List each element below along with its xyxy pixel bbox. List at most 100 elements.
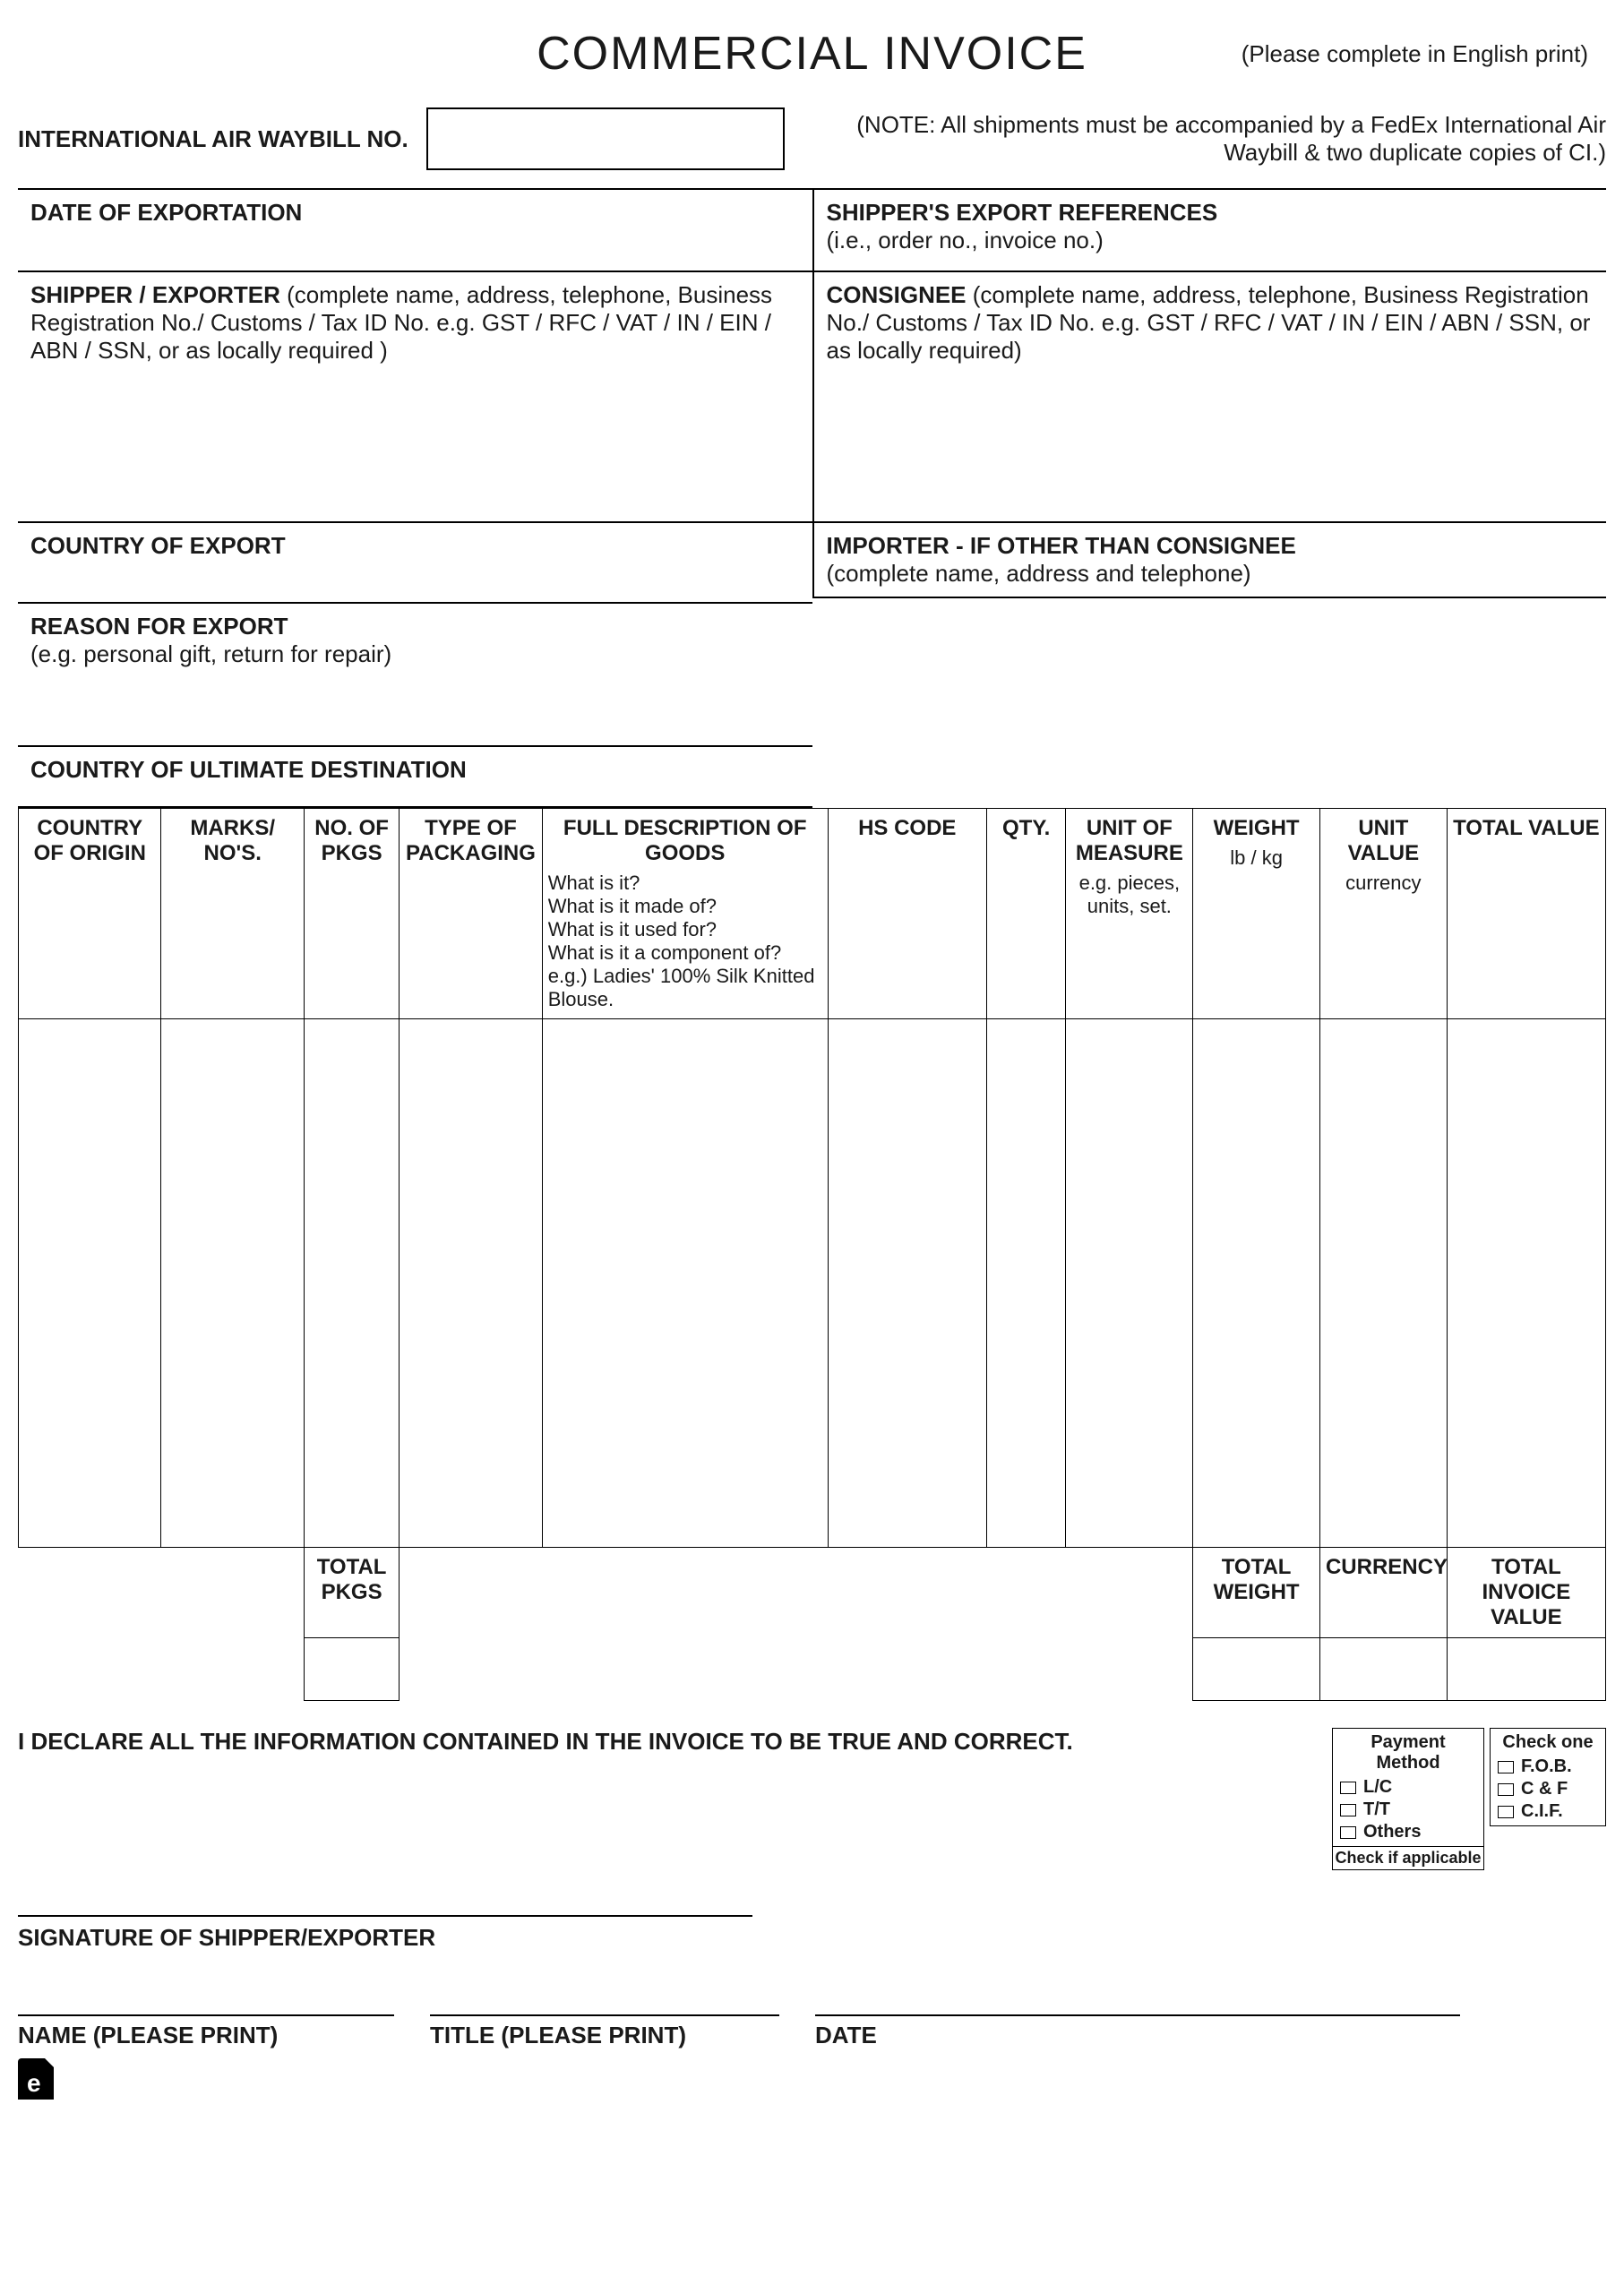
ref-sub: (i.e., order no., invoice no.) [827, 227, 1104, 253]
blank [19, 1548, 305, 1638]
cell-total-value[interactable] [1447, 1019, 1605, 1548]
checkbox-icon[interactable] [1340, 1826, 1356, 1839]
checkbox-icon[interactable] [1340, 1782, 1356, 1794]
unitval-sub: currency [1326, 872, 1441, 895]
cell-reason[interactable]: REASON FOR EXPORT (e.g. personal gift, r… [18, 602, 812, 745]
shipper-label: SHIPPER / EXPORTER [30, 281, 280, 308]
cell-uom[interactable] [1066, 1019, 1193, 1548]
total-pkgs-label: TOTAL PKGS [304, 1548, 399, 1638]
signature-fields: NAME (PLEASE PRINT) TITLE (PLEASE PRINT)… [18, 2014, 1606, 2049]
total-weight-label: TOTAL WEIGHT [1193, 1548, 1320, 1638]
ultimate-label: COUNTRY OF ULTIMATE DESTINATION [30, 756, 467, 783]
consignee-label: CONSIGNEE [827, 281, 967, 308]
checkone-title: Check one [1498, 1732, 1598, 1753]
upper-grid: DATE OF EXPORTATION SHIPPER / EXPORTER (… [18, 188, 1606, 808]
col-qty: QTY. [986, 809, 1066, 1019]
ref-label: SHIPPER'S EXPORT REFERENCES [827, 199, 1218, 226]
weight-sub: lb / kg [1199, 846, 1314, 870]
terms-option[interactable]: F.O.B. [1498, 1756, 1598, 1777]
total-pkgs-value[interactable] [304, 1638, 399, 1701]
col-total-value: TOTAL VALUE [1447, 809, 1605, 1019]
payment-option[interactable]: T/T [1340, 1799, 1476, 1820]
uom-sub: e.g. pieces, units, set. [1071, 872, 1187, 918]
country-export-label: COUNTRY OF EXPORT [30, 532, 286, 559]
date-label: DATE [815, 2022, 1460, 2049]
signature-line[interactable] [18, 1915, 752, 1917]
col-packaging: TYPE OF PACKAGING [400, 809, 542, 1019]
logo-letter: e [27, 2069, 41, 2098]
title-label: TITLE (PLEASE PRINT) [430, 2022, 779, 2049]
currency-value[interactable] [1319, 1638, 1447, 1701]
waybill-label: INTERNATIONAL AIR WAYBILL NO. [18, 125, 408, 153]
col-hs: HS CODE [828, 809, 986, 1019]
payment-method-box: Payment Method L/C T/T Others Check if a… [1332, 1728, 1484, 1870]
opt-label: Others [1363, 1822, 1421, 1842]
total-weight-value[interactable] [1193, 1638, 1320, 1701]
name-line[interactable] [18, 2014, 394, 2016]
currency-label: CURRENCY [1319, 1548, 1447, 1638]
cell-marks[interactable] [161, 1019, 304, 1548]
declaration-section: I DECLARE ALL THE INFORMATION CONTAINED … [18, 1728, 1606, 1870]
cell-pkgs[interactable] [304, 1019, 399, 1548]
cell-export-references[interactable]: SHIPPER'S EXPORT REFERENCES (i.e., order… [814, 190, 1607, 271]
cell-description[interactable] [542, 1019, 828, 1548]
date-label: DATE OF EXPORTATION [30, 199, 302, 226]
importer-label: IMPORTER - IF OTHER THAN CONSIGNEE [827, 532, 1296, 559]
cell-origin[interactable] [19, 1019, 161, 1548]
cell-date-exportation[interactable]: DATE OF EXPORTATION [18, 190, 812, 271]
importer-sub: (complete name, address and telephone) [827, 560, 1251, 587]
cell-qty[interactable] [986, 1019, 1066, 1548]
logo-icon: e [18, 2058, 54, 2100]
terms-option[interactable]: C & F [1498, 1779, 1598, 1799]
totals-value-row [19, 1638, 1606, 1701]
cell-shipper[interactable]: SHIPPER / EXPORTER (complete name, addre… [18, 271, 812, 521]
blank [400, 1548, 1193, 1638]
opt-label: C & F [1521, 1779, 1568, 1799]
desc-sub: What is it? What is it made of? What is … [548, 872, 822, 1011]
waybill-input[interactable] [426, 107, 785, 170]
opt-label: T/T [1363, 1799, 1390, 1820]
checkbox-icon[interactable] [1498, 1783, 1514, 1796]
payment-option[interactable]: L/C [1340, 1777, 1476, 1798]
payment-title: Payment Method [1340, 1732, 1476, 1773]
items-table: COUNTRY OF ORIGIN MARKS/ NO'S. NO. OF PK… [18, 808, 1606, 1701]
terms-option[interactable]: C.I.F. [1498, 1801, 1598, 1822]
col-pkgs: NO. OF PKGS [304, 809, 399, 1019]
cell-country-export[interactable]: COUNTRY OF EXPORT [18, 521, 812, 602]
signature-label: SIGNATURE OF SHIPPER/EXPORTER [18, 1924, 752, 1952]
waybill-note: (NOTE: All shipments must be accompanied… [785, 111, 1606, 167]
col-weight: WEIGHT lb / kg [1193, 809, 1320, 1019]
cell-hs[interactable] [828, 1019, 986, 1548]
table-header-row: COUNTRY OF ORIGIN MARKS/ NO'S. NO. OF PK… [19, 809, 1606, 1019]
checkbox-icon[interactable] [1340, 1804, 1356, 1816]
desc-head: FULL DESCRIPTION OF GOODS [563, 816, 807, 865]
total-invoice-value[interactable] [1447, 1638, 1605, 1701]
cell-ultimate-destination[interactable]: COUNTRY OF ULTIMATE DESTINATION [18, 745, 812, 808]
cell-weight[interactable] [1193, 1019, 1320, 1548]
unitval-head: UNIT VALUE [1348, 816, 1420, 865]
col-description: FULL DESCRIPTION OF GOODS What is it? Wh… [542, 809, 828, 1019]
waybill-row: INTERNATIONAL AIR WAYBILL NO. (NOTE: All… [18, 107, 1606, 170]
uom-head: UNIT OF MEASURE [1076, 816, 1183, 865]
cell-importer[interactable]: IMPORTER - IF OTHER THAN CONSIGNEE (comp… [814, 521, 1607, 598]
opt-label: C.I.F. [1521, 1801, 1563, 1822]
table-row[interactable] [19, 1019, 1606, 1548]
cell-packaging[interactable] [400, 1019, 542, 1548]
blank [19, 1638, 305, 1701]
blank [400, 1638, 1193, 1701]
title-line[interactable] [430, 2014, 779, 2016]
checkbox-icon[interactable] [1498, 1806, 1514, 1818]
opt-label: F.O.B. [1521, 1756, 1572, 1777]
checkbox-icon[interactable] [1498, 1761, 1514, 1773]
col-marks: MARKS/ NO'S. [161, 809, 304, 1019]
col-origin: COUNTRY OF ORIGIN [19, 809, 161, 1019]
cell-unit-value[interactable] [1319, 1019, 1447, 1548]
col-uom: UNIT OF MEASURE e.g. pieces, units, set. [1066, 809, 1193, 1019]
totals-label-row: TOTAL PKGS TOTAL WEIGHT CURRENCY TOTAL I… [19, 1548, 1606, 1638]
name-label: NAME (PLEASE PRINT) [18, 2022, 394, 2049]
date-line[interactable] [815, 2014, 1460, 2016]
total-invoice-label: TOTAL INVOICE VALUE [1447, 1548, 1605, 1638]
payment-option[interactable]: Others [1340, 1822, 1476, 1842]
weight-head: WEIGHT [1214, 816, 1300, 840]
cell-consignee[interactable]: CONSIGNEE (complete name, address, telep… [814, 271, 1607, 521]
